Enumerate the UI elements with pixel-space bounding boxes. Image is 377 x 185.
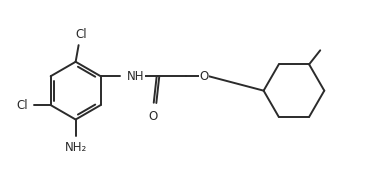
- Text: O: O: [199, 70, 208, 83]
- Text: Cl: Cl: [17, 99, 28, 112]
- Text: NH₂: NH₂: [64, 141, 87, 154]
- Text: NH: NH: [127, 70, 144, 83]
- Text: O: O: [149, 110, 158, 122]
- Text: Cl: Cl: [76, 28, 87, 41]
